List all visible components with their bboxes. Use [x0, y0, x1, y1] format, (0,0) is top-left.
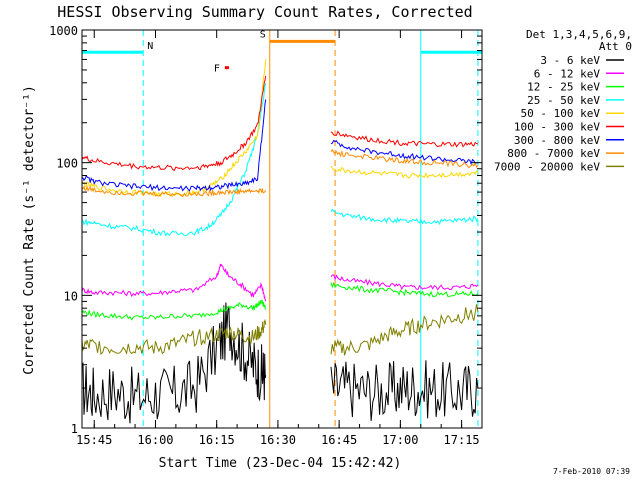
- series-line: [330, 304, 479, 356]
- x-tick-label: 16:00: [137, 433, 173, 447]
- series-line: [81, 263, 267, 302]
- series-line: [330, 148, 479, 169]
- series-line: [81, 318, 267, 356]
- series-line: [81, 82, 267, 237]
- x-tick-label: 16:45: [321, 433, 357, 447]
- series-line: [81, 59, 267, 198]
- legend-entry-label: 800 - 7000 keV: [507, 147, 600, 160]
- legend-entry-label: 3 - 6 keV: [540, 54, 600, 67]
- plot-area: N S F: [81, 29, 482, 428]
- x-tick-label: 16:15: [199, 433, 235, 447]
- plot-frame: [81, 29, 483, 429]
- x-tick-label: 17:00: [382, 433, 418, 447]
- series-line: [330, 165, 479, 179]
- legend-entry-label: 100 - 300 keV: [514, 121, 600, 134]
- series-line: [330, 281, 479, 298]
- y-tick-label: 100: [56, 157, 78, 171]
- footer-timestamp: 7-Feb-2010 07:39: [553, 467, 630, 476]
- series-line: [330, 274, 479, 291]
- x-tick-label: 17:15: [444, 433, 480, 447]
- x-axis-label: Start Time (23-Dec-04 15:42:42): [159, 456, 402, 471]
- series-line: [81, 184, 267, 198]
- legend-entry-label: 50 - 100 keV: [521, 107, 601, 120]
- series-line: [81, 75, 267, 172]
- y-tick-label: 1: [71, 422, 78, 436]
- series-line: [330, 208, 479, 226]
- series-line: [330, 360, 479, 421]
- legend-entry-label: 12 - 25 keV: [527, 81, 600, 94]
- series-line: [330, 130, 479, 148]
- legend-header-line2: Att 0: [599, 40, 632, 53]
- series-line: [81, 99, 267, 192]
- y-tick-label: 10: [64, 289, 78, 303]
- legend-entry-label: 300 - 800 keV: [514, 134, 600, 147]
- y-axis: 1 10 100 1000: [49, 24, 482, 436]
- legend-entry-label: 7000 - 20000 keV: [494, 160, 600, 173]
- x-tick-label: 15:45: [76, 433, 112, 447]
- flag-label-s: S: [260, 29, 266, 40]
- series-line: [81, 302, 267, 424]
- chart-title: HESSI Observing Summary Count Rates, Cor…: [57, 3, 472, 21]
- series-line: [81, 299, 267, 321]
- legend-entry-label: 6 - 12 keV: [534, 67, 601, 80]
- legend-entry-label: 25 - 50 keV: [527, 94, 600, 107]
- y-axis-label: Corrected Count Rate (s⁻¹ detector⁻¹): [22, 85, 37, 375]
- x-tick-label: 16:30: [260, 433, 296, 447]
- flag-label-f: F: [214, 64, 220, 75]
- flag-label-n: N: [147, 41, 153, 52]
- series-line: [330, 139, 479, 166]
- y-tick-label: 1000: [49, 24, 78, 38]
- legend-header-line1: Det 1,3,4,5,6,9,: [526, 28, 632, 41]
- x-axis: 15:45 16:00 16:15 16:30 16:45 17:00 17:15: [76, 30, 480, 447]
